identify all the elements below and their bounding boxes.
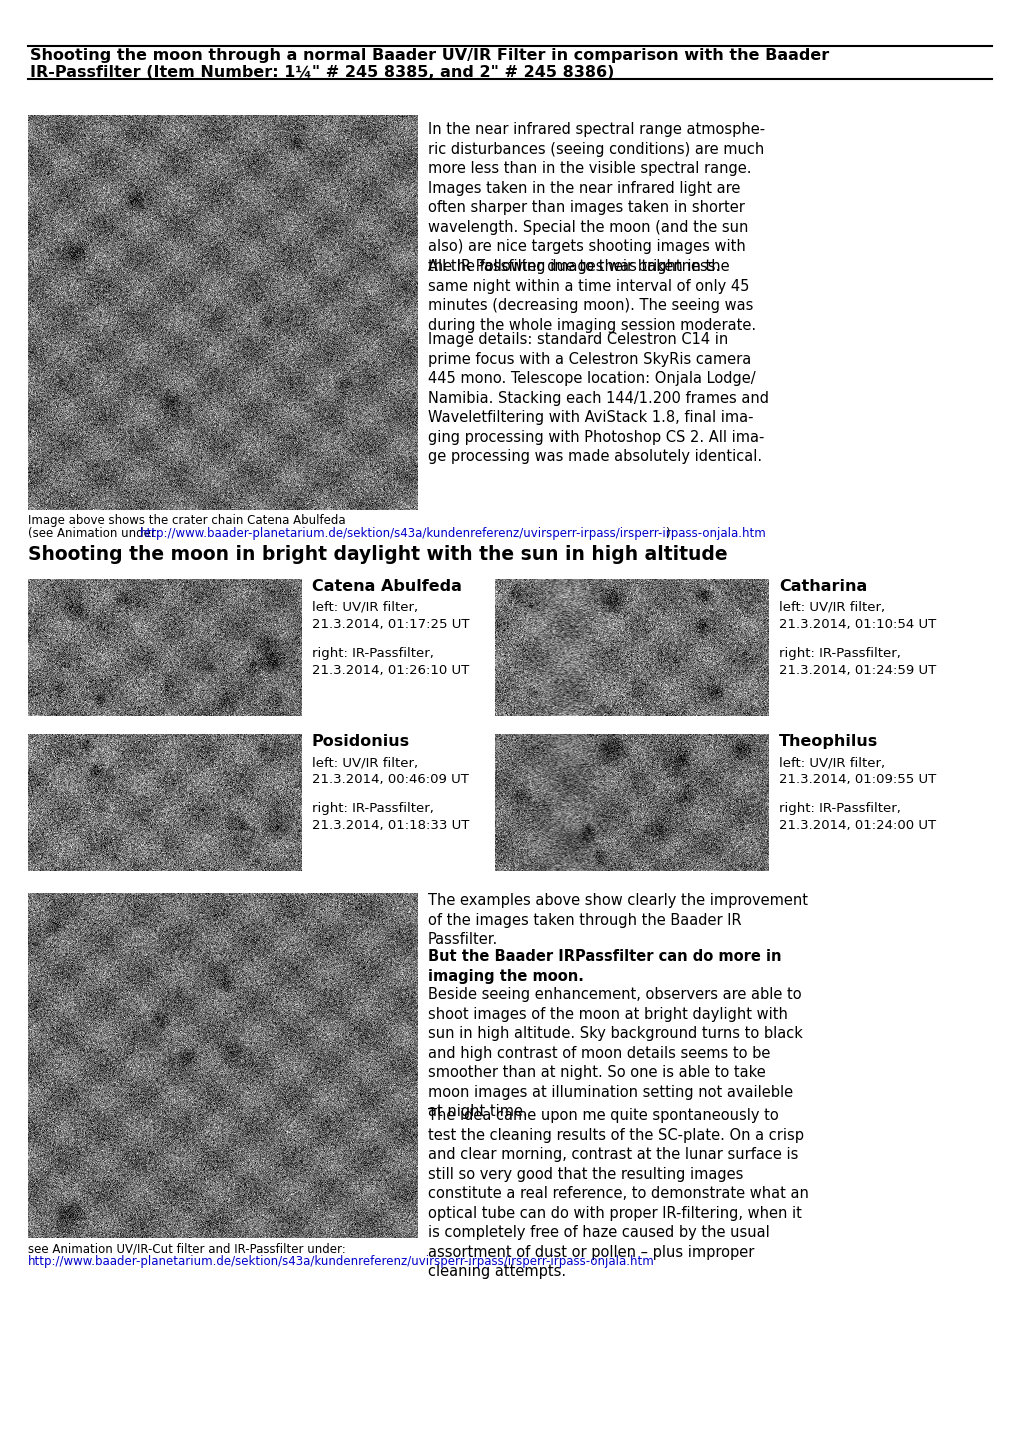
Text: Shooting the moon through a normal Baader UV/IR Filter in comparison with the Ba: Shooting the moon through a normal Baade… [30, 48, 828, 81]
Text: Shooting the moon in bright daylight with the sun in high altitude: Shooting the moon in bright daylight wit… [28, 545, 727, 564]
Text: right: IR-Passfilter,
21.3.2014, 01:18:33 UT: right: IR-Passfilter, 21.3.2014, 01:18:3… [312, 802, 469, 833]
Text: (see Animation under:: (see Animation under: [28, 527, 163, 540]
Text: The idea came upon me quite spontaneously to
test the cleaning results of the SC: The idea came upon me quite spontaneousl… [428, 1108, 808, 1280]
Text: In the near infrared spectral range atmosphe-
ric disturbances (seeing condition: In the near infrared spectral range atmo… [428, 123, 764, 274]
Text: Image above shows the crater chain Catena Abulfeda: Image above shows the crater chain Caten… [28, 514, 345, 527]
Text: Image details: standard Celestron C14 in
prime focus with a Celestron SkyRis cam: Image details: standard Celestron C14 in… [428, 332, 768, 465]
Text: left: UV/IR filter,
21.3.2014, 01:17:25 UT: left: UV/IR filter, 21.3.2014, 01:17:25 … [312, 600, 469, 631]
Text: left: UV/IR filter,
21.3.2014, 00:46:09 UT: left: UV/IR filter, 21.3.2014, 00:46:09 … [312, 756, 469, 786]
Text: Beside seeing enhancement, observers are able to
shoot images of the moon at bri: Beside seeing enhancement, observers are… [428, 987, 802, 1120]
Text: right: IR-Passfilter,
21.3.2014, 01:24:00 UT: right: IR-Passfilter, 21.3.2014, 01:24:0… [779, 802, 935, 833]
Text: http://www.baader-planetarium.de/sektion/s43a/kundenreferenz/uvirsperr-irpass/ir: http://www.baader-planetarium.de/sektion… [140, 527, 766, 540]
Text: Catharina: Catharina [779, 579, 866, 595]
Text: Catena Abulfeda: Catena Abulfeda [312, 579, 462, 595]
Text: The examples above show clearly the improvement
of the images taken through the : The examples above show clearly the impr… [428, 893, 807, 947]
Text: Posidonius: Posidonius [312, 734, 410, 749]
Text: Theophilus: Theophilus [779, 734, 877, 749]
Text: ): ) [664, 527, 669, 540]
Text: But the Baader IRPassfilter can do more in
imaging the moon.: But the Baader IRPassfilter can do more … [428, 949, 781, 984]
Text: http://www.baader-planetarium.de/sektion/s43a/kundenreferenz/uvirsperr-irpass/ir: http://www.baader-planetarium.de/sektion… [28, 1255, 654, 1268]
Text: All the following images was taken in the
same night within a time interval of o: All the following images was taken in th… [428, 258, 755, 333]
Text: left: UV/IR filter,
21.3.2014, 01:09:55 UT: left: UV/IR filter, 21.3.2014, 01:09:55 … [779, 756, 935, 786]
Text: right: IR-Passfilter,
21.3.2014, 01:24:59 UT: right: IR-Passfilter, 21.3.2014, 01:24:5… [779, 646, 935, 677]
Text: right: IR-Passfilter,
21.3.2014, 01:26:10 UT: right: IR-Passfilter, 21.3.2014, 01:26:1… [312, 646, 469, 677]
Text: see Animation UV/IR-Cut filter and IR-Passfilter under:: see Animation UV/IR-Cut filter and IR-Pa… [28, 1242, 345, 1255]
Text: left: UV/IR filter,
21.3.2014, 01:10:54 UT: left: UV/IR filter, 21.3.2014, 01:10:54 … [779, 600, 935, 631]
